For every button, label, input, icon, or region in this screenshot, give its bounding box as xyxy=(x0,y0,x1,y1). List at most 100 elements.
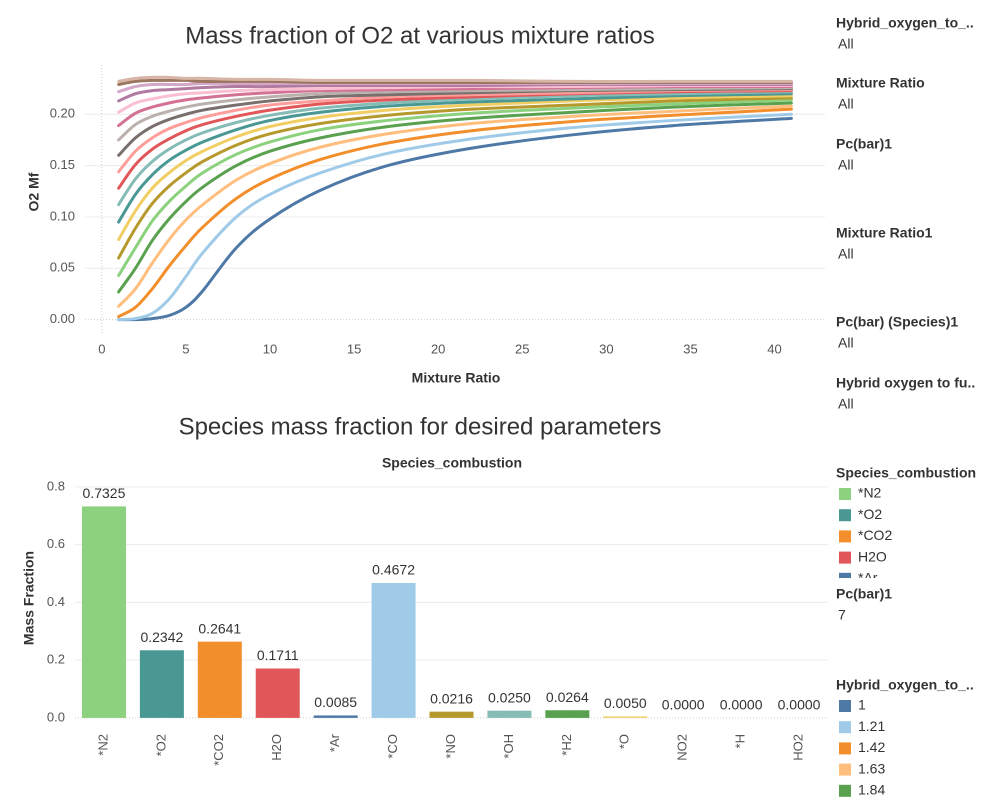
bar xyxy=(371,583,416,718)
x-tick-label: 5 xyxy=(182,341,189,356)
y-tick-label: 0.15 xyxy=(50,157,75,172)
legend-swatch xyxy=(839,488,851,500)
legend-swatch xyxy=(839,742,851,755)
line-series xyxy=(117,112,793,322)
legend-label: H2O xyxy=(858,548,887,564)
legend-label: 1.42 xyxy=(858,739,885,755)
bar-value-label: 0.7325 xyxy=(83,485,126,501)
bar-value-label: 0.2641 xyxy=(198,620,241,636)
legend-swatch xyxy=(839,721,851,734)
legend-swatch xyxy=(839,551,851,564)
filter-title: Pc(bar) (Species)1 xyxy=(836,314,958,330)
line-series xyxy=(117,116,793,322)
legend-items: 1 1.21 1.42 1.63 1.84 xyxy=(839,697,885,798)
legend-swatch xyxy=(839,784,851,797)
line-series xyxy=(117,75,793,84)
line-series xyxy=(117,107,793,319)
y-tick-label: 0.2 xyxy=(47,652,65,667)
bar xyxy=(487,710,532,718)
y-tick-label: 0.0 xyxy=(47,709,65,724)
legend-swatch xyxy=(839,572,851,578)
filter-value: All xyxy=(838,335,854,351)
x-tick-label: NO2 xyxy=(675,734,690,761)
x-tick-label: *Ar xyxy=(327,733,342,752)
x-tick-label: HO2 xyxy=(790,734,805,761)
bar xyxy=(81,506,126,718)
parameter-value: 7 xyxy=(838,607,846,623)
x-tick-label: 15 xyxy=(347,341,361,356)
filter-value: All xyxy=(838,396,854,412)
y-tick-label: 0.10 xyxy=(50,208,75,223)
filter-title: Hybrid_oxygen_to_.. xyxy=(836,15,974,31)
line-series xyxy=(117,94,793,242)
y-tick-label: 0.05 xyxy=(50,260,75,275)
line-series xyxy=(117,104,793,308)
legend-swatch xyxy=(839,509,851,522)
legend-label: *CO2 xyxy=(858,527,892,543)
chart-title: Species mass fraction for desired parame… xyxy=(179,413,662,440)
x-tick-label: *CO xyxy=(385,734,400,759)
legend-items: *N2 *O2 *CO2 H2O *Ar xyxy=(839,485,892,586)
bar-value-label: 0.0264 xyxy=(546,689,589,705)
legend-label: 1.21 xyxy=(858,718,885,734)
filter-title: Hybrid oxygen to fu.. xyxy=(836,375,975,391)
y-tick-label: 0.8 xyxy=(47,478,65,493)
legend-label: *N2 xyxy=(858,485,882,501)
x-tick-label: *O2 xyxy=(153,734,168,756)
line-series xyxy=(117,86,793,142)
bar xyxy=(603,716,648,718)
legend-swatch xyxy=(839,763,851,776)
y-tick-label: 0.00 xyxy=(50,311,75,326)
bar xyxy=(197,641,242,718)
filter-value: All xyxy=(838,96,854,112)
bar-value-label: 0.1711 xyxy=(257,647,299,663)
y-axis-title: O2 Mf xyxy=(26,172,42,211)
x-tick-label: 30 xyxy=(599,341,613,356)
line-series xyxy=(117,96,793,260)
bar xyxy=(545,710,590,718)
x-tick-label: 40 xyxy=(767,341,781,356)
line-series xyxy=(117,88,793,174)
chart-title: Mass fraction of O2 at various mixture r… xyxy=(185,22,655,49)
x-tick-label: 0 xyxy=(98,341,105,356)
legend-swatch xyxy=(839,700,851,712)
bar-value-label: 0.2342 xyxy=(140,629,183,645)
bar xyxy=(255,668,300,718)
bar-value-label: 0.0000 xyxy=(662,697,705,713)
y-tick-label: 0.6 xyxy=(47,536,65,551)
x-axis-title: Mixture Ratio xyxy=(412,370,501,386)
line-series xyxy=(117,90,793,207)
bar xyxy=(313,715,358,718)
legend-label: 1 xyxy=(858,697,866,713)
legend-label: 1.84 xyxy=(858,782,885,798)
bar-value-label: 0.0050 xyxy=(604,695,647,711)
x-tick-label: *H xyxy=(733,734,748,748)
bar-value-label: 0.0000 xyxy=(720,697,763,713)
filter-value: All xyxy=(838,157,854,173)
line-series xyxy=(117,83,793,114)
bar xyxy=(429,711,474,718)
x-tick-label: *NO xyxy=(443,734,458,759)
legend-label: *O2 xyxy=(858,506,882,522)
parameter-title: Pc(bar)1 xyxy=(836,586,892,602)
x-tick-label: 20 xyxy=(431,341,445,356)
chart-header: Species_combustion xyxy=(382,455,522,471)
x-tick-label: *CO2 xyxy=(211,734,226,766)
legend-title: Hybrid_oxygen_to_.. xyxy=(836,677,974,693)
bar-value-label: 0.4672 xyxy=(372,562,415,578)
line-series xyxy=(117,98,793,277)
line-series xyxy=(117,92,793,224)
filter-value: All xyxy=(838,246,854,262)
x-tick-label: *N2 xyxy=(95,734,110,756)
x-tick-label: 35 xyxy=(683,341,697,356)
y-tick-label: 0.4 xyxy=(47,594,65,609)
bar-value-label: 0.0216 xyxy=(430,690,473,706)
x-tick-label: *O xyxy=(617,734,632,749)
line-series xyxy=(117,101,793,294)
y-axis-title: Mass Fraction xyxy=(21,551,37,645)
y-tick-label: 0.20 xyxy=(50,106,75,121)
legend-label: *Ar xyxy=(858,570,878,586)
bar-value-label: 0.0250 xyxy=(488,689,531,705)
x-tick-label: *OH xyxy=(501,734,516,759)
